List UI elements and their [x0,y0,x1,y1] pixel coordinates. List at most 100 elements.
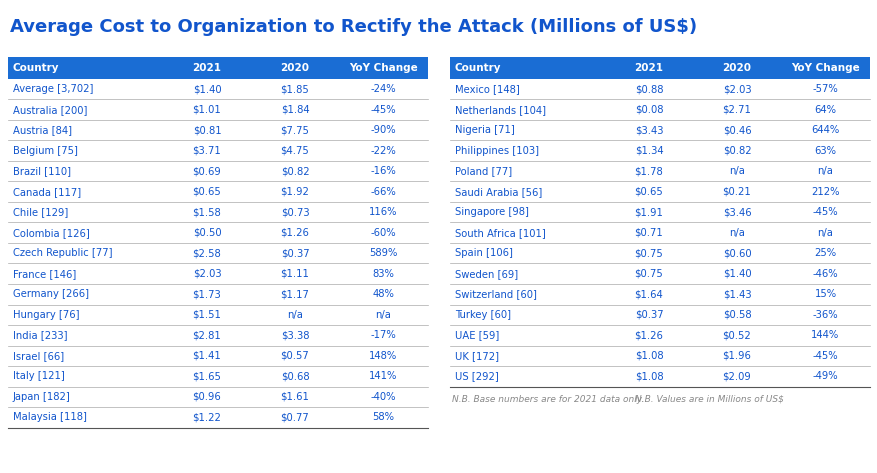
Text: Singapore [98]: Singapore [98] [454,207,528,217]
Text: Czech Republic [77]: Czech Republic [77] [13,248,112,258]
Text: $3.38: $3.38 [281,330,309,340]
Text: n/a: n/a [728,228,744,238]
Text: $0.21: $0.21 [722,187,751,197]
Text: $0.69: $0.69 [192,166,221,176]
Text: $1.43: $1.43 [722,289,751,299]
Text: $1.61: $1.61 [281,392,309,402]
Text: 2021: 2021 [192,63,221,73]
Text: Spain [106]: Spain [106] [454,248,512,258]
Text: 2020: 2020 [722,63,751,73]
Text: 212%: 212% [810,187,838,197]
Text: $0.75: $0.75 [634,269,663,279]
Text: $1.01: $1.01 [192,105,221,115]
Text: Japan [182]: Japan [182] [13,392,71,402]
Text: South Africa [101]: South Africa [101] [454,228,545,238]
Text: -45%: -45% [370,105,396,115]
Text: 63%: 63% [814,146,836,156]
Text: $1.64: $1.64 [634,289,663,299]
Text: 48%: 48% [372,289,394,299]
Text: Canada [117]: Canada [117] [13,187,81,197]
Text: -90%: -90% [370,125,396,135]
Text: Saudi Arabia [56]: Saudi Arabia [56] [454,187,542,197]
Text: $0.75: $0.75 [634,248,663,258]
Text: N.B. Base numbers are for 2021 data only.: N.B. Base numbers are for 2021 data only… [452,394,644,403]
Text: Belgium [75]: Belgium [75] [13,146,78,156]
Text: n/a: n/a [816,228,832,238]
Text: $0.77: $0.77 [281,412,309,422]
Text: $1.51: $1.51 [192,310,221,320]
Text: Germany [266]: Germany [266] [13,289,89,299]
Text: 116%: 116% [369,207,397,217]
Text: US [292]: US [292] [454,371,498,381]
Text: Country: Country [13,63,60,73]
Text: UK [172]: UK [172] [454,351,498,361]
Text: $1.92: $1.92 [281,187,309,197]
Text: $0.37: $0.37 [281,248,309,258]
Text: $0.58: $0.58 [722,310,751,320]
Text: Colombia [126]: Colombia [126] [13,228,89,238]
Text: $0.68: $0.68 [281,371,309,381]
Text: $0.57: $0.57 [281,351,309,361]
Text: 644%: 644% [810,125,838,135]
Text: n/a: n/a [816,166,832,176]
Text: $0.52: $0.52 [722,330,751,340]
Text: India [233]: India [233] [13,330,68,340]
Text: Chile [129]: Chile [129] [13,207,68,217]
Text: -45%: -45% [812,207,838,217]
Text: $1.96: $1.96 [722,351,751,361]
Text: 64%: 64% [814,105,836,115]
Text: France [146]: France [146] [13,269,76,279]
Text: -16%: -16% [370,166,396,176]
Text: $0.96: $0.96 [192,392,221,402]
Text: $1.40: $1.40 [192,84,221,94]
Text: Average Cost to Organization to Rectify the Attack (Millions of US$): Average Cost to Organization to Rectify … [10,18,696,36]
Text: 141%: 141% [369,371,397,381]
Text: Country: Country [454,63,501,73]
Text: -24%: -24% [370,84,396,94]
Text: -66%: -66% [370,187,396,197]
Text: -46%: -46% [812,269,838,279]
Text: $2.03: $2.03 [192,269,221,279]
Text: $1.11: $1.11 [281,269,309,279]
Text: -49%: -49% [812,371,838,381]
Text: $1.40: $1.40 [722,269,751,279]
Text: $0.60: $0.60 [722,248,751,258]
Text: 2021: 2021 [634,63,663,73]
Text: 25%: 25% [814,248,836,258]
Bar [450,57,869,79]
Text: 144%: 144% [810,330,838,340]
Text: $0.81: $0.81 [192,125,221,135]
Text: Italy [121]: Italy [121] [13,371,65,381]
Text: 15%: 15% [814,289,836,299]
Text: $1.65: $1.65 [192,371,221,381]
Text: $1.26: $1.26 [634,330,663,340]
Text: UAE [59]: UAE [59] [454,330,499,340]
Text: $1.73: $1.73 [192,289,221,299]
Text: $1.85: $1.85 [281,84,309,94]
Text: $0.65: $0.65 [192,187,221,197]
Text: 148%: 148% [369,351,397,361]
Text: $2.71: $2.71 [722,105,751,115]
Text: 83%: 83% [372,269,394,279]
Text: Brazil [110]: Brazil [110] [13,166,71,176]
Bar [8,57,427,79]
Text: $0.73: $0.73 [281,207,309,217]
Text: $1.17: $1.17 [281,289,309,299]
Text: Sweden [69]: Sweden [69] [454,269,517,279]
Text: $1.34: $1.34 [634,146,662,156]
Text: $0.46: $0.46 [722,125,751,135]
Text: -57%: -57% [812,84,838,94]
Text: $0.37: $0.37 [634,310,662,320]
Text: Average [3,702]: Average [3,702] [13,84,93,94]
Text: -60%: -60% [370,228,396,238]
Text: $1.78: $1.78 [634,166,663,176]
Text: Nigeria [71]: Nigeria [71] [454,125,514,135]
Text: Australia [200]: Australia [200] [13,105,88,115]
Text: $0.71: $0.71 [634,228,663,238]
Text: $7.75: $7.75 [281,125,309,135]
Text: $3.43: $3.43 [634,125,662,135]
Text: $1.58: $1.58 [192,207,221,217]
Text: YoY Change: YoY Change [790,63,859,73]
Text: Poland [77]: Poland [77] [454,166,511,176]
Text: $2.58: $2.58 [192,248,221,258]
